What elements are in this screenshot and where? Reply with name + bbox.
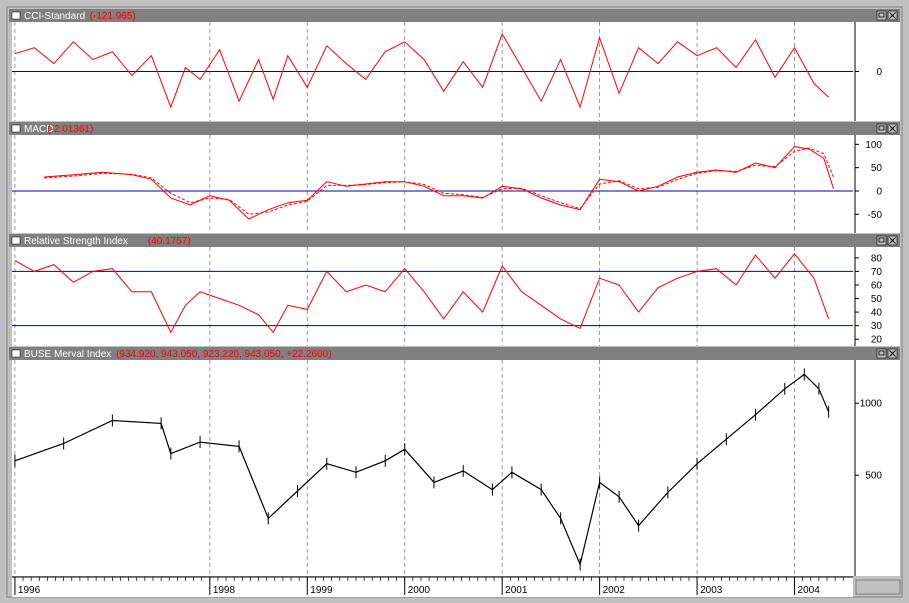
y-tick-label: 40: [871, 308, 883, 319]
series-line-1: [44, 147, 834, 215]
panel-cci: CCI-Standard (-121.965) 0: [9, 9, 900, 121]
x-tick-label: 2003: [700, 585, 723, 596]
panel-value: (40.1757): [148, 236, 191, 247]
restore-icon: [876, 348, 887, 359]
x-tick-label: 1998: [213, 585, 236, 596]
plot-area: [12, 247, 853, 346]
restore-icon-box: [878, 350, 885, 356]
panel-value: (-121.965): [90, 11, 136, 22]
axis-area: [853, 360, 900, 576]
series-line-0: [14, 252, 830, 334]
close-icon-stroke: [889, 125, 896, 132]
panel-rsi: Relative Strength Index (40.1757) 20 30 40 50…: [9, 234, 900, 346]
restore-icon-box: [878, 237, 885, 243]
x-axis-area: [12, 577, 853, 597]
y-tick-label: 80: [871, 253, 883, 264]
plot-area: [12, 135, 853, 233]
panel-header: [9, 122, 900, 135]
panel-title: Relative Strength Index: [24, 236, 128, 247]
x-tick-label: 1996: [18, 585, 41, 596]
y-tick-label: 50: [871, 163, 883, 174]
y-tick-label: 30: [871, 321, 883, 332]
panel-menu-icon: [11, 124, 21, 133]
series-line-0: [44, 146, 834, 220]
restore-icon-box: [878, 12, 885, 18]
x-tick-label: 2004: [798, 585, 821, 596]
x-tick-label: 2000: [408, 585, 431, 596]
panel-value: (934.920, 943.050, 923.220, 943.050, +22…: [116, 349, 331, 360]
panel-merval: BUSE Merval Index (934.920, 943.050, 923.…: [9, 347, 900, 576]
axis-area: [853, 247, 900, 346]
plot-area: [12, 360, 853, 576]
panel-menu-icon: [11, 236, 21, 245]
y-tick-label: 100: [865, 140, 882, 151]
x-tick-label: 2001: [505, 585, 528, 596]
restore-icon: [876, 235, 887, 246]
panel-macd: MACD(-2.01361) -50 0 50 100: [9, 122, 900, 233]
y-tick-label: 0: [876, 67, 882, 78]
panel-title: BUSE Merval Index: [24, 349, 111, 360]
x-tick-label: 2002: [603, 585, 626, 596]
y-tick-label: 60: [871, 280, 883, 291]
y-tick-label: 50: [871, 294, 883, 305]
x-tick-label: 1999: [310, 585, 333, 596]
axis-area: [853, 22, 900, 121]
close-icon-stroke: [889, 350, 896, 357]
panel-menu-icon: [11, 11, 21, 20]
y-tick-label: 70: [871, 267, 883, 278]
scroll-box: [855, 579, 901, 595]
restore-icon-box: [878, 125, 885, 131]
y-tick-label: -50: [868, 210, 883, 221]
panel-value: (-2.01361): [47, 124, 93, 135]
y-tick-label: 20: [871, 335, 883, 346]
panel-header: [9, 9, 900, 22]
close-icon-stroke: [889, 237, 896, 244]
restore-icon: [876, 123, 887, 134]
y-tick-label: 1000: [860, 399, 883, 410]
panel-menu-icon: [11, 349, 21, 358]
series-line-0: [14, 32, 829, 109]
axis-area: [853, 135, 900, 233]
y-tick-label: 500: [865, 471, 882, 482]
panel-header: [9, 347, 900, 360]
y-tick-label: 0: [876, 187, 882, 198]
panel-title: CCI-Standard: [24, 11, 85, 22]
panel-title: MACD: [24, 124, 53, 135]
panel-header: [9, 234, 900, 247]
close-icon-stroke: [889, 12, 896, 19]
restore-icon: [876, 10, 887, 21]
